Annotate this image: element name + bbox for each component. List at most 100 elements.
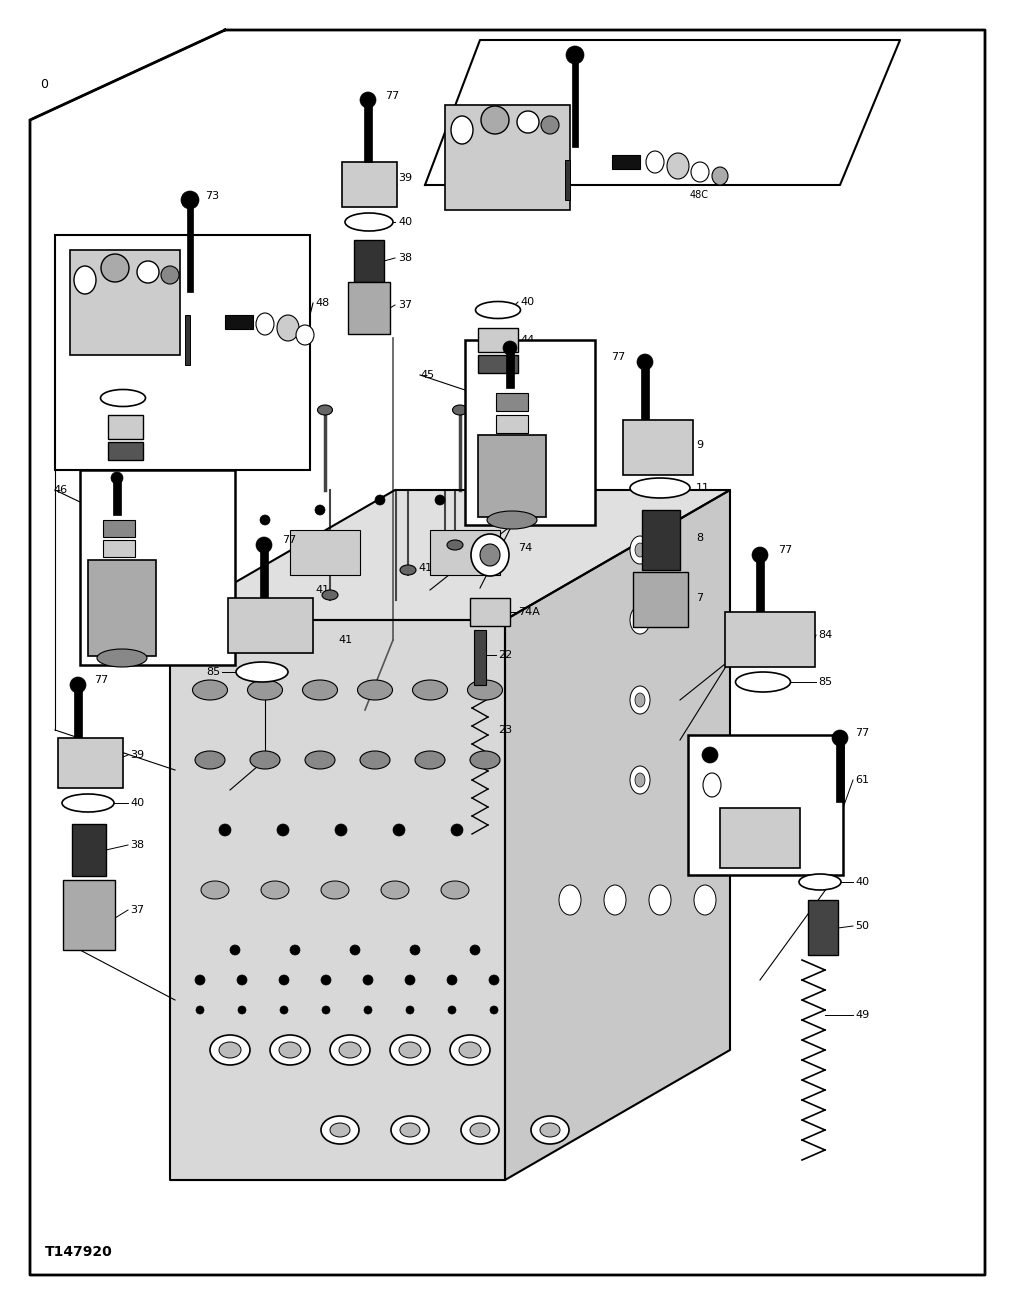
Polygon shape: [170, 619, 504, 1180]
Text: 46D: 46D: [135, 469, 154, 479]
Polygon shape: [30, 30, 985, 1275]
Circle shape: [219, 824, 231, 836]
Ellipse shape: [559, 885, 581, 915]
Text: 84: 84: [206, 605, 220, 615]
Circle shape: [435, 496, 445, 505]
Polygon shape: [504, 490, 730, 1180]
Text: 40: 40: [398, 216, 412, 227]
Ellipse shape: [101, 390, 145, 407]
Bar: [108, 442, 143, 460]
Text: 73: 73: [590, 46, 604, 55]
Ellipse shape: [101, 254, 129, 282]
Text: 45B: 45B: [528, 419, 547, 429]
Circle shape: [752, 546, 768, 563]
Circle shape: [322, 1005, 330, 1015]
Ellipse shape: [635, 542, 645, 557]
Text: 77: 77: [282, 535, 297, 545]
Text: 40: 40: [855, 878, 869, 887]
Text: 48D: 48D: [448, 130, 468, 140]
Ellipse shape: [531, 1116, 569, 1144]
Ellipse shape: [270, 1035, 310, 1065]
Circle shape: [196, 1005, 204, 1015]
Ellipse shape: [413, 679, 448, 700]
Text: 37: 37: [398, 300, 412, 310]
Bar: [58, 738, 123, 788]
Ellipse shape: [480, 544, 500, 566]
Ellipse shape: [321, 882, 349, 898]
Text: 48B: 48B: [228, 306, 247, 317]
Bar: [108, 415, 143, 439]
Ellipse shape: [452, 406, 467, 415]
Bar: [496, 393, 528, 411]
Bar: [364, 102, 372, 162]
Text: 41: 41: [316, 585, 330, 595]
Ellipse shape: [400, 1123, 420, 1137]
Ellipse shape: [318, 406, 333, 415]
Bar: [445, 106, 570, 210]
Text: 74: 74: [518, 542, 533, 553]
Bar: [496, 415, 528, 433]
Bar: [74, 689, 82, 738]
Text: 44: 44: [520, 335, 534, 346]
Circle shape: [315, 505, 325, 515]
Text: 48C: 48C: [228, 355, 247, 365]
Circle shape: [490, 1005, 498, 1015]
Circle shape: [448, 1005, 456, 1015]
Bar: [113, 480, 121, 515]
Text: 38: 38: [130, 840, 144, 850]
Bar: [474, 630, 486, 685]
Text: 40: 40: [130, 798, 144, 808]
Ellipse shape: [296, 325, 314, 346]
Text: 85: 85: [818, 677, 832, 687]
Text: 43: 43: [520, 359, 534, 369]
Circle shape: [393, 824, 405, 836]
Bar: [633, 572, 688, 627]
Text: 22: 22: [498, 649, 513, 660]
Ellipse shape: [193, 679, 227, 700]
Text: 46C: 46C: [135, 524, 154, 535]
Bar: [478, 436, 546, 516]
Bar: [623, 420, 693, 475]
Text: 74A: 74A: [518, 606, 540, 617]
Text: 48A: 48A: [660, 156, 679, 167]
Ellipse shape: [330, 1035, 370, 1065]
Bar: [756, 558, 764, 613]
Ellipse shape: [691, 162, 709, 183]
Bar: [506, 349, 514, 389]
Text: 45C: 45C: [528, 396, 547, 407]
Circle shape: [566, 46, 584, 64]
Ellipse shape: [256, 313, 274, 335]
Text: 48F: 48F: [448, 113, 466, 123]
Text: 77: 77: [610, 352, 625, 363]
Bar: [720, 808, 800, 868]
Circle shape: [111, 472, 123, 484]
Text: 77: 77: [94, 675, 108, 685]
Circle shape: [195, 975, 205, 985]
Text: 7: 7: [696, 593, 703, 602]
Ellipse shape: [305, 751, 335, 769]
Circle shape: [489, 975, 499, 985]
Ellipse shape: [447, 540, 463, 550]
Ellipse shape: [247, 679, 283, 700]
Text: 48E: 48E: [690, 173, 708, 183]
Ellipse shape: [236, 662, 288, 682]
Text: 48E: 48E: [228, 339, 246, 349]
Text: 77: 77: [385, 91, 400, 100]
Bar: [641, 365, 649, 420]
Ellipse shape: [459, 1042, 481, 1058]
Text: 48: 48: [315, 299, 329, 308]
Text: 84: 84: [818, 630, 832, 640]
Ellipse shape: [630, 765, 650, 794]
Circle shape: [335, 824, 347, 836]
Bar: [260, 548, 268, 599]
Circle shape: [279, 975, 289, 985]
Ellipse shape: [475, 301, 521, 318]
Circle shape: [237, 975, 247, 985]
Bar: [70, 250, 180, 355]
Circle shape: [181, 190, 199, 209]
Ellipse shape: [649, 885, 671, 915]
Circle shape: [260, 515, 270, 526]
Ellipse shape: [303, 679, 337, 700]
Text: 45A: 45A: [528, 475, 547, 485]
Ellipse shape: [201, 882, 229, 898]
